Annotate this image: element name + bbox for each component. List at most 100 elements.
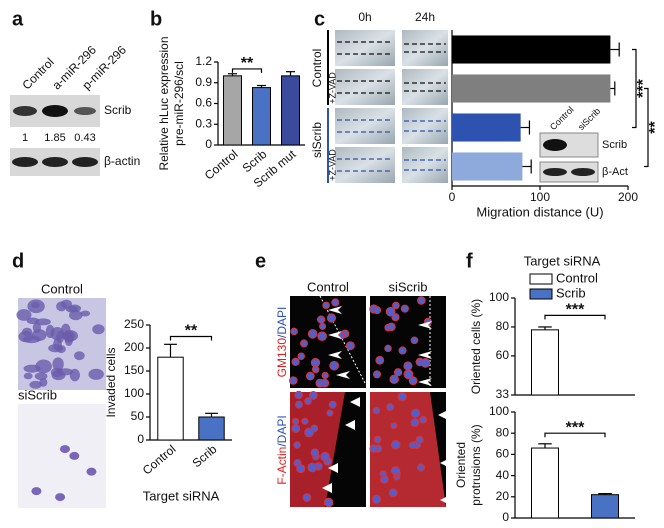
nucleus — [331, 298, 340, 307]
error-bar — [228, 73, 237, 76]
error-bar — [257, 84, 266, 88]
panel-letter: e — [255, 250, 266, 272]
nucleus — [384, 344, 392, 353]
legend-label: Scrib — [556, 285, 586, 300]
x-tick-label: Control — [140, 442, 179, 478]
nucleus — [386, 403, 395, 412]
band — [543, 168, 567, 176]
time-label: 24h — [415, 10, 435, 24]
nucleus — [315, 378, 325, 388]
nucleus — [397, 392, 407, 402]
panel-letter: f — [466, 250, 473, 272]
sig-label: *** — [566, 302, 585, 319]
image — [402, 30, 448, 66]
nucleus — [417, 296, 426, 305]
band — [72, 157, 98, 167]
legend-swatch — [529, 273, 553, 285]
bar — [452, 113, 521, 142]
nucleus — [291, 357, 300, 366]
band — [42, 157, 68, 167]
group-label: siScrib — [310, 122, 324, 158]
sig-label: ** — [647, 121, 664, 134]
arrow — [328, 331, 342, 339]
nucleus — [297, 352, 306, 360]
error-bar — [538, 443, 552, 449]
nucleus — [320, 451, 330, 462]
x-tick-label: Scrib — [190, 442, 220, 471]
cell — [29, 380, 42, 389]
nucleus — [322, 301, 330, 310]
time-label: 0h — [358, 10, 371, 24]
nucleus — [372, 370, 382, 379]
band — [74, 107, 96, 115]
treatment-label: +Z-VAD — [327, 72, 337, 104]
group-label: Control — [310, 49, 324, 88]
y-tick-label: 100 — [124, 386, 144, 400]
nucleus — [323, 497, 334, 508]
image-edge — [430, 392, 446, 507]
y-tick-label: 50 — [131, 409, 145, 423]
nucleus — [328, 400, 337, 409]
stain: GM130 — [275, 338, 289, 378]
nucleus — [419, 415, 428, 424]
nucleus — [392, 301, 400, 310]
panel-letter: a — [12, 8, 24, 30]
arrowhead — [328, 463, 338, 473]
y-axis-label: Oriented cells (%) — [469, 299, 483, 394]
band — [13, 106, 37, 116]
nucleus — [389, 374, 399, 385]
stain-label: F-Actin/DAPI — [275, 415, 289, 484]
y-tick-label: 0.9 — [195, 75, 212, 89]
cell — [39, 377, 48, 387]
image-edge — [325, 392, 366, 507]
cell — [31, 487, 42, 496]
sig-label: *** — [566, 419, 585, 436]
image — [335, 69, 395, 105]
arrow — [336, 371, 350, 379]
nucleus — [307, 329, 318, 339]
image — [335, 147, 395, 183]
y-axis-label: pre-miR-296/scl — [172, 61, 186, 146]
x-tick-label: 100 — [530, 190, 550, 204]
arrowhead — [345, 420, 355, 430]
nucleus — [372, 406, 381, 415]
y-tick-label: 100 — [489, 290, 509, 304]
cell — [32, 322, 42, 333]
bar — [157, 356, 184, 441]
bar — [252, 87, 271, 146]
error-bar — [286, 71, 295, 76]
cell — [68, 310, 83, 321]
sig-label: ** — [241, 55, 254, 72]
legend-swatch — [529, 288, 553, 300]
cell — [69, 451, 80, 460]
quant-value: 1 — [22, 132, 28, 144]
arrow — [418, 321, 432, 329]
nucleus — [310, 448, 320, 457]
inset-blot — [539, 132, 599, 183]
bar — [531, 329, 559, 396]
nucleus — [375, 355, 385, 365]
nucleus — [310, 357, 321, 368]
arrow — [418, 351, 432, 359]
cell — [65, 305, 78, 313]
cell — [16, 309, 32, 321]
nucleus — [310, 424, 319, 433]
nucleus — [408, 441, 417, 450]
cell — [23, 372, 33, 380]
nucleus — [326, 409, 334, 417]
nucleus — [420, 357, 431, 368]
if-images — [290, 295, 446, 507]
cell — [88, 368, 104, 380]
error-bar — [538, 326, 552, 330]
arrow — [328, 351, 342, 359]
arrowhead — [438, 410, 448, 420]
nucleus — [410, 408, 421, 419]
y-tick-label: 33 — [496, 387, 510, 401]
nucleus — [311, 365, 320, 374]
cell — [23, 364, 41, 373]
bar — [281, 75, 300, 146]
error-bar — [164, 343, 177, 358]
y-tick-label: 250 — [124, 317, 144, 331]
lane-label: Control — [19, 55, 56, 92]
panel-letter: b — [150, 8, 162, 30]
